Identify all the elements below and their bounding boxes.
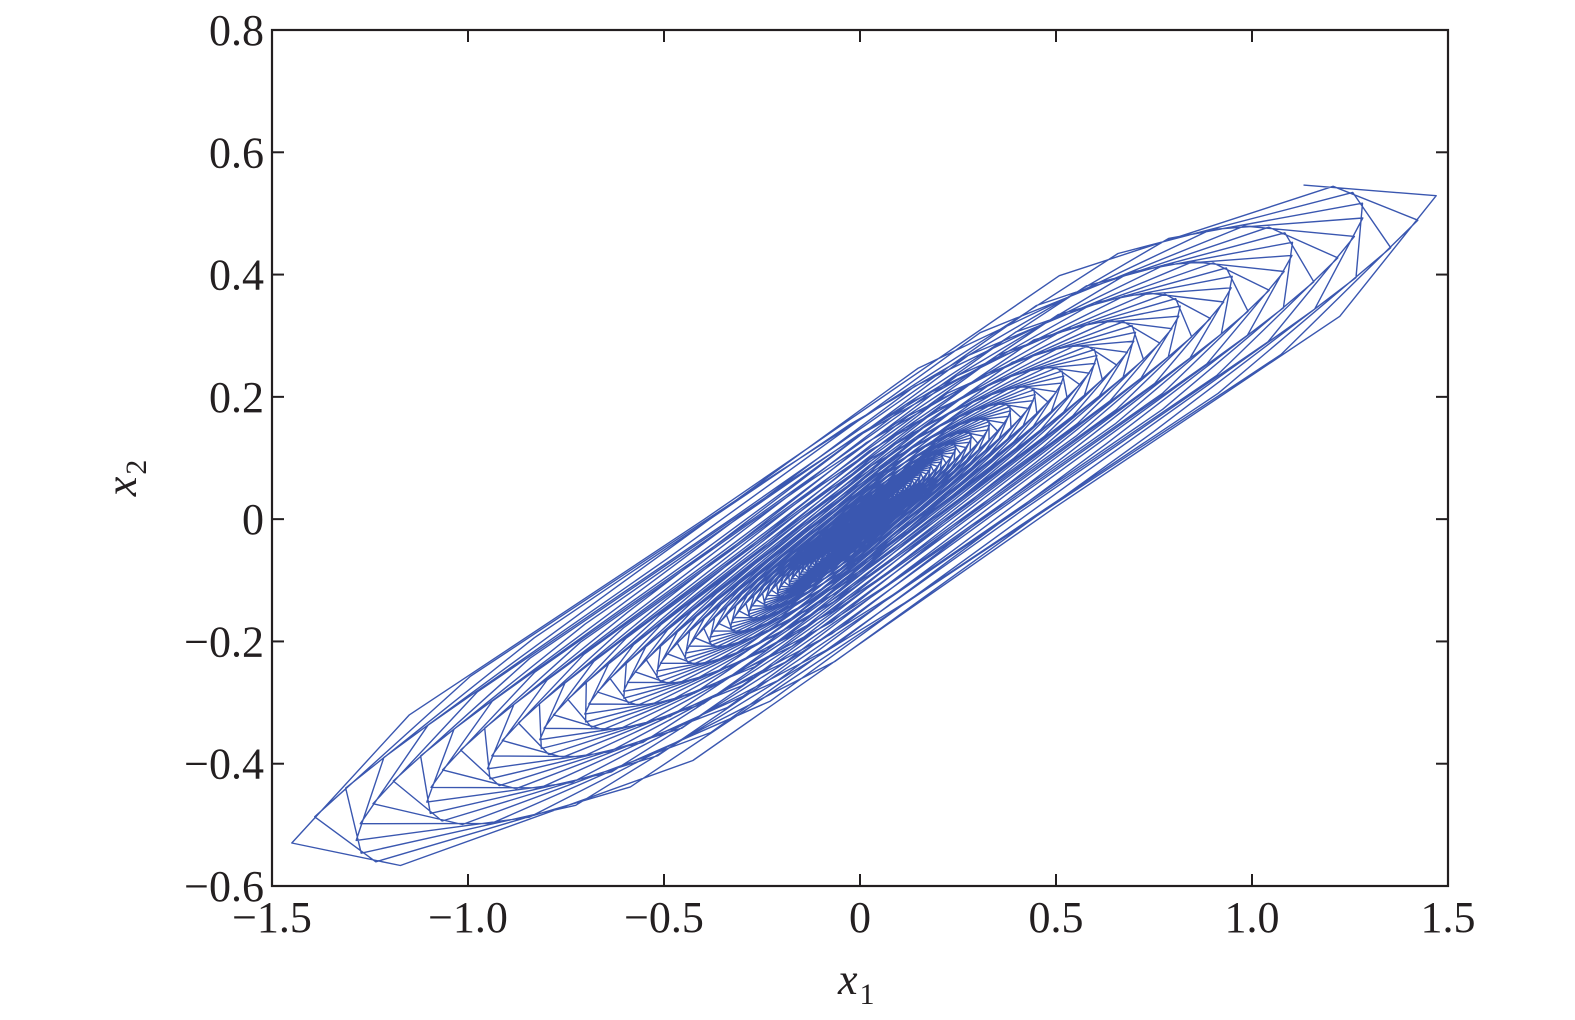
y-tick-label: 0 xyxy=(242,495,264,544)
y-tick-label: −0.6 xyxy=(184,862,264,911)
trajectory-layer xyxy=(291,184,1437,867)
ticks-layer xyxy=(271,29,1449,887)
x-tick-label: −0.5 xyxy=(624,893,704,942)
y-tick-label: 0.8 xyxy=(209,6,264,55)
y-axis-label: x2 xyxy=(97,460,153,498)
x-tick-label: 0.5 xyxy=(1029,893,1084,942)
x-tick-label: 0 xyxy=(849,893,871,942)
y-tick-label: −0.4 xyxy=(184,740,264,789)
tick-labels-layer: −1.5 −1.0 −0.5 0 0.5 1.0 1.5 −0.6 −0.4 −0.2 0 0.2 0.… xyxy=(184,6,1475,942)
y-tick-label: −0.2 xyxy=(184,617,264,666)
x-tick-label: −1.5 xyxy=(232,893,312,942)
x-tick-label: −1.0 xyxy=(428,893,508,942)
x-axis-label: x1 xyxy=(837,955,875,1011)
trajectory-line xyxy=(291,184,1437,867)
x-tick-label: 1.5 xyxy=(1421,893,1476,942)
x-tick-label: 1.0 xyxy=(1225,893,1280,942)
y-tick-label: 0.4 xyxy=(209,251,264,300)
y-tick-label: 0.6 xyxy=(209,128,264,177)
y-tick-label: 0.2 xyxy=(209,373,264,422)
